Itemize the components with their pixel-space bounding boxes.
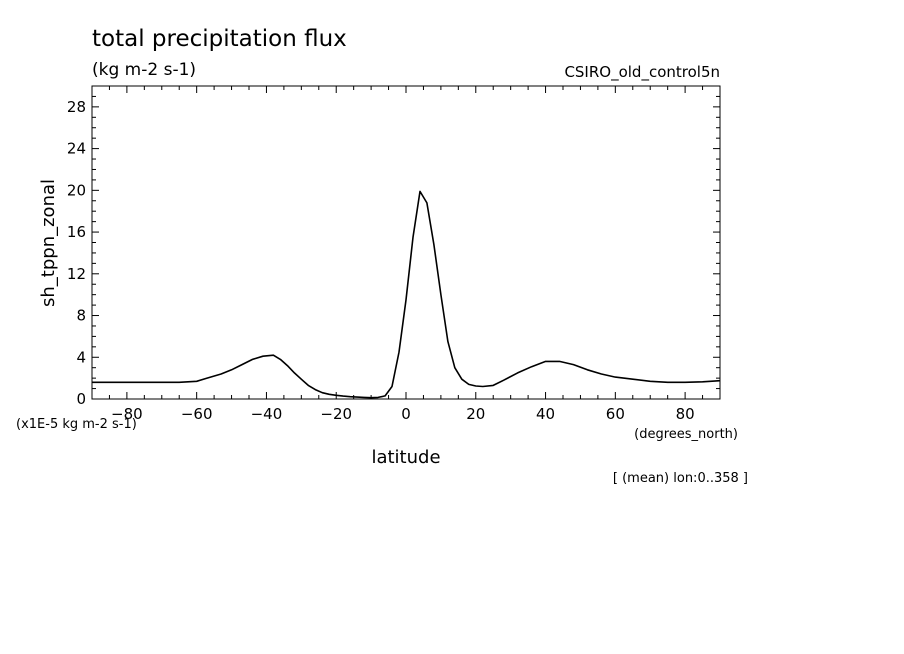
y-tick-label: 28 bbox=[67, 98, 86, 116]
y-tick-label: 8 bbox=[76, 307, 86, 325]
scale-note: (x1E-5 kg m-2 s-1) bbox=[16, 417, 137, 432]
x-tick-label: 80 bbox=[676, 405, 695, 423]
x-tick-label: −80 bbox=[111, 405, 143, 423]
units-subtitle: (kg m-2 s-1) bbox=[92, 60, 196, 80]
x-tick-label: 60 bbox=[606, 405, 625, 423]
x-tick-label: −40 bbox=[251, 405, 283, 423]
y-tick-label: 12 bbox=[67, 265, 86, 283]
series-line bbox=[92, 190, 721, 399]
chart-title: total precipitation flux bbox=[92, 26, 347, 52]
x-tick-label: 20 bbox=[466, 405, 485, 423]
y-tick-label: 0 bbox=[76, 390, 86, 408]
y-axis-label: sh_tppn_zonal bbox=[38, 179, 59, 307]
x-tick-label: 40 bbox=[536, 405, 555, 423]
y-tick-label: 24 bbox=[67, 140, 86, 158]
y-tick-label: 4 bbox=[76, 348, 86, 366]
x-axis-label: latitude bbox=[371, 447, 440, 468]
x-tick-label: 0 bbox=[401, 405, 411, 423]
x-units-label: (degrees_north) bbox=[634, 427, 738, 442]
y-tick-label: 16 bbox=[67, 223, 86, 241]
x-tick-label: −20 bbox=[320, 405, 352, 423]
x-tick-label: −60 bbox=[181, 405, 213, 423]
y-tick-label: 20 bbox=[67, 181, 86, 199]
plot-area: −80 −60 −40 −20 0 20 40 60 80 0 4 8 12 16 20 24 28 bbox=[67, 85, 721, 423]
region-note: [ (mean) lon:0..358 ] bbox=[613, 471, 748, 486]
dataset-label: CSIRO_old_control5n bbox=[564, 63, 720, 82]
